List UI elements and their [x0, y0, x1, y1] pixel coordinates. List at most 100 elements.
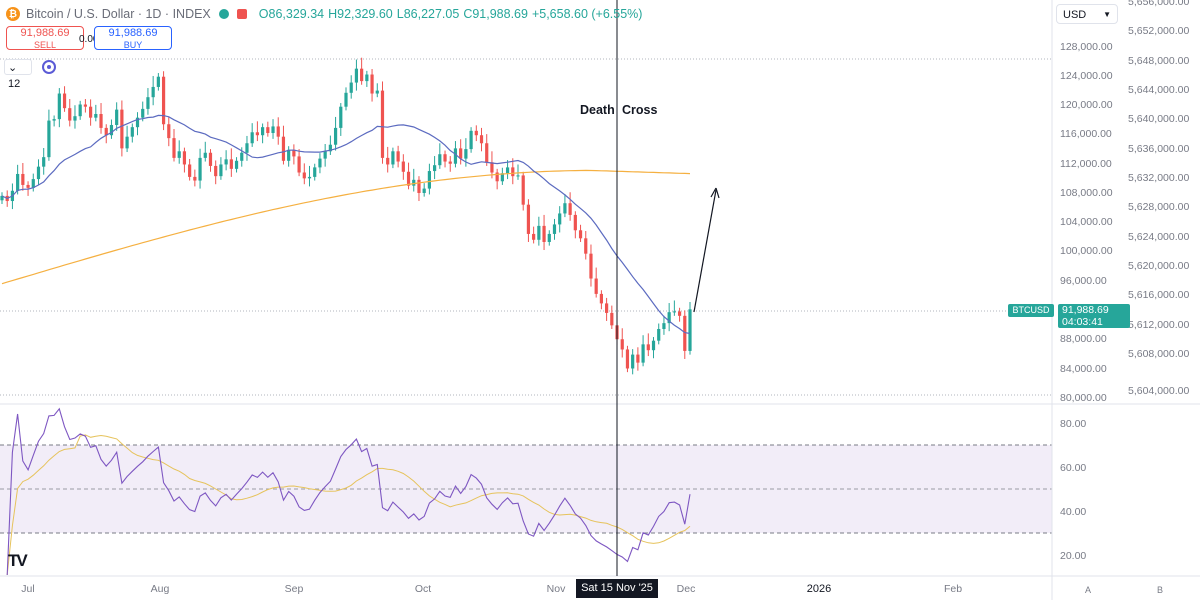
candle-body — [417, 179, 421, 193]
candle-body — [391, 151, 395, 165]
candle-body — [360, 68, 364, 82]
sell-button[interactable]: 91,988.69 SELL — [6, 26, 84, 50]
time-axis-label: Nov — [547, 583, 566, 595]
death-label[interactable]: Death — [580, 103, 615, 117]
candle-body — [688, 309, 692, 351]
currency-select[interactable]: USD ▼ — [1056, 4, 1118, 24]
candle-body — [125, 136, 129, 149]
candle-body — [234, 160, 239, 169]
alert-icon — [236, 9, 247, 19]
candle-body — [83, 104, 87, 107]
candle-body — [584, 238, 588, 254]
candles-layer — [0, 57, 692, 375]
sell-label: SELL — [33, 40, 57, 50]
rsi-axis-label: 60.00 — [1060, 462, 1086, 474]
price-axis-label: 124,000.00 — [1060, 70, 1113, 82]
low-value: L86,227.05 — [396, 7, 460, 21]
price-axis-label-secondary: 5,620,000.00 — [1128, 260, 1189, 272]
candle-body — [62, 93, 67, 109]
candle-body — [490, 162, 494, 173]
candle-body — [552, 224, 557, 234]
candle-body — [109, 124, 114, 136]
log-scale-button[interactable]: B — [1156, 585, 1163, 595]
candle-body — [662, 323, 666, 329]
candle-body — [537, 225, 541, 240]
price-axis-label-secondary: 5,652,000.00 — [1128, 25, 1189, 37]
candle-body — [521, 175, 525, 205]
time-axis-label: Oct — [415, 583, 431, 595]
candle-body — [459, 148, 463, 159]
candle-body — [563, 203, 567, 214]
price-axis-label-secondary: 5,608,000.00 — [1128, 348, 1189, 360]
rsi-line — [6, 407, 691, 576]
bitcoin-icon: ₿ — [6, 7, 20, 21]
cross-label[interactable]: Cross — [622, 103, 658, 117]
cycle-icon[interactable] — [42, 60, 56, 74]
symbol-title[interactable]: Bitcoin / U.S. Dollar · 1D · INDEX — [26, 7, 211, 21]
candle-body — [641, 344, 645, 363]
candle-body — [573, 214, 577, 231]
price-axis-label-secondary: 5,628,000.00 — [1128, 201, 1189, 213]
candle-body — [240, 152, 244, 161]
symbol-header: ₿ Bitcoin / U.S. Dollar · 1D · INDEX O86… — [6, 5, 646, 23]
price-axis-label: 120,000.00 — [1060, 99, 1113, 111]
candle-body — [255, 132, 259, 136]
candle-body — [281, 136, 286, 161]
time-axis-label: Aug — [151, 583, 170, 595]
ma-200-line — [1, 169, 691, 285]
ma-50-line — [1, 114, 691, 335]
candle-body — [532, 233, 536, 240]
candle-body — [464, 149, 468, 159]
price-axis-label: 104,000.00 — [1060, 216, 1113, 228]
candle-body — [219, 164, 223, 177]
candle-body — [631, 354, 635, 369]
candle-body — [386, 157, 390, 165]
rsi-axis-label: 20.00 — [1060, 550, 1086, 562]
rsi-ma-line — [6, 434, 691, 576]
candle-body — [208, 152, 213, 166]
candle-body — [495, 172, 499, 182]
price-axis-label-secondary: 5,624,000.00 — [1128, 231, 1189, 243]
candle-body — [292, 149, 296, 157]
price-axis-label-secondary: 5,604,000.00 — [1128, 385, 1189, 397]
candle-body — [485, 143, 489, 163]
candle-body — [146, 97, 150, 109]
candle-body — [193, 176, 197, 181]
candle-body — [188, 164, 192, 177]
buy-button[interactable]: 91,988.69 BUY — [94, 26, 172, 50]
candle-body — [433, 165, 437, 172]
candle-body — [36, 166, 41, 180]
candle-body — [594, 278, 598, 294]
price-axis-label: 100,000.00 — [1060, 245, 1113, 257]
auto-scale-button[interactable]: A — [1084, 585, 1091, 595]
candle-body — [266, 127, 270, 134]
sell-price: 91,988.69 — [20, 27, 70, 39]
tradingview-logo-icon[interactable]: TV — [8, 551, 28, 570]
candle-body — [646, 344, 650, 351]
candle-body — [130, 127, 134, 137]
arrow-head-icon — [710, 187, 720, 199]
candle-body — [636, 354, 640, 363]
current-price-tag: 91,988.69 04:03:41 — [1058, 304, 1130, 328]
current-price-value: 91,988.69 — [1062, 304, 1109, 316]
spread-value: 0.00 — [79, 34, 99, 45]
candle-body — [547, 233, 551, 242]
candle-body — [589, 253, 593, 279]
candle-body — [177, 151, 181, 158]
candle-body — [657, 328, 661, 341]
candle-body — [406, 171, 411, 186]
buy-label: BUY — [123, 40, 143, 50]
rsi-axis-label: 40.00 — [1060, 506, 1086, 518]
candle-body — [667, 312, 671, 324]
price-axis-label: 128,000.00 — [1060, 41, 1113, 53]
candle-body — [469, 130, 473, 150]
market-status-icon — [218, 9, 229, 19]
price-axis-label-secondary: 5,656,000.00 — [1128, 0, 1189, 8]
candle-body — [401, 161, 405, 172]
candle-body — [94, 114, 98, 118]
indicators-toggle[interactable]: ⌄ 12 — [4, 59, 32, 90]
candle-body — [161, 76, 166, 125]
candle-body — [16, 173, 20, 191]
candle-body — [599, 293, 603, 304]
